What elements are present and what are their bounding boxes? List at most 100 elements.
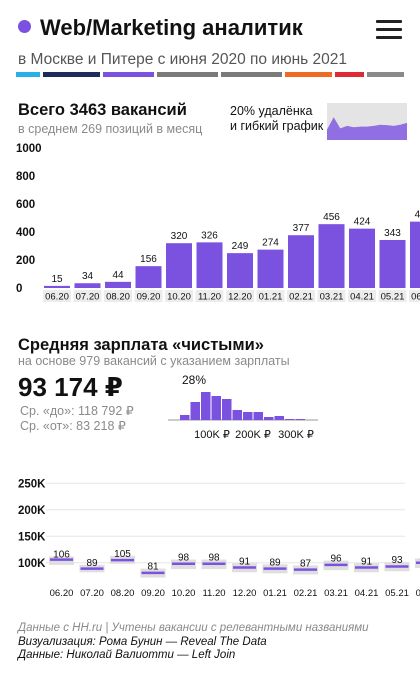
vacancies-subheading: в среднем 269 позиций в месяц [18,122,203,136]
x-tick-label: 01.21 [259,292,283,303]
salary-value-label: 91 [361,556,373,567]
bar-value-label: 320 [171,231,188,242]
histogram-bar [180,415,190,420]
histogram-tick-label: 200K ₽ [235,429,271,441]
x-tick-bg [317,290,346,302]
salary-value-label: 96 [330,554,342,565]
salary-value-label: 81 [147,562,159,573]
vacancies-bar [379,239,406,288]
salary-value-label: 93 [391,555,403,566]
salary-value-label: 105 [114,549,131,560]
average-salary: 93 174 ₽ [18,372,123,402]
y-tick-label: 0 [16,283,22,295]
x-tick-bg [43,290,71,302]
title-dot-icon [18,20,31,33]
salary-value-label: 98 [178,553,190,564]
y-tick-label: 150K [18,531,46,543]
y-tick-label: 600 [16,199,35,211]
x-tick-label: 03.21 [324,588,348,599]
x-tick-label: 06.21 [411,292,420,303]
x-tick-label: 07.20 [80,588,104,599]
salary-value-label: 106 [53,549,70,560]
sparkline-area [327,117,407,140]
x-tick-label: 01.21 [263,588,287,599]
vacancies-bar [74,283,101,288]
y-tick-label: 250K [18,478,46,490]
x-tick-label: 11.20 [202,588,225,599]
vacancies-chart: 1000 800 600 400 200 0 15 06.20 34 07.20 44 08.20 15… [16,143,420,303]
histogram-tick-label: 100K ₽ [194,429,230,441]
y-tick-label: 100K [18,558,46,570]
color-strip-segment [102,72,155,77]
vacancies-bar [288,235,314,288]
x-tick-label: 08.20 [111,588,135,599]
page-title-text: Web/Marketing аналитик [40,15,303,40]
x-tick-label: 02.21 [289,292,313,303]
bar-value-label: 343 [384,228,401,239]
color-strip-segment [43,72,100,77]
bar-value-label: 456 [323,212,340,223]
bar-value-label: 377 [293,223,310,234]
x-tick-label: 09.20 [137,292,161,303]
remote-share-line1: 20% удалёнка [230,104,313,118]
footer-data-credit: Данные: Николай Валиотти — Left Join [18,649,236,661]
salary-value-label: 91 [239,556,251,567]
x-tick-bg [256,290,285,302]
x-tick-label: 10.20 [172,588,196,599]
histogram-bar [211,396,221,420]
salary-value-label: 87 [300,558,312,569]
histogram-bar [232,410,242,420]
salary-value-label: 98 [208,553,220,564]
x-tick-label: 10.20 [167,292,191,303]
footer: Данные с HH.ru | Учтены вакансии с релев… [18,622,369,663]
x-tick-label: 06.20 [45,292,69,303]
y-tick-label: 200K [18,505,46,517]
y-tick-label: 400 [16,227,35,239]
bar-value-label: 474 [415,210,420,221]
x-tick-label: 05.21 [385,588,409,599]
x-tick-bg [73,290,102,302]
salary-upper-avg: Ср. «до»: 118 792 ₽ [20,404,134,418]
x-tick-bg [348,290,376,302]
x-tick-label: 02.21 [294,588,318,599]
color-strip [16,72,405,77]
vacancies-bar [166,243,192,288]
bar-value-label: 249 [232,241,249,252]
x-tick-label: 03.21 [320,292,344,303]
y-tick-label: 800 [16,171,35,183]
x-tick-label: 09.20 [141,588,165,599]
remote-share-label: 20% удалёнка и гибкий график [230,104,323,134]
salary-value-label: 89 [269,557,281,568]
x-tick-label: 04.21 [355,588,379,599]
x-tick-bg [104,290,132,302]
bar-value-label: 424 [354,217,371,228]
x-tick-bg [226,290,254,302]
footer-viz-credit: Визуализация: Рома Бунин — Reveal The Da… [18,635,267,648]
x-tick-bg [134,290,163,302]
vacancies-bar [318,224,345,288]
vacancies-bar [410,221,420,288]
histogram-tick-label: 300K ₽ [278,429,314,441]
bar-value-label: 34 [82,271,94,282]
histogram-bar [274,416,284,420]
hamburger-menu-icon[interactable] [376,20,402,40]
remote-share-line2: и гибкий график [230,119,324,133]
x-tick-bg [409,290,420,302]
color-strip-segment [284,72,332,77]
x-tick-label: 07.20 [76,292,100,303]
x-tick-label: 12.20 [233,588,257,599]
vacancies-bar [196,242,223,288]
histogram-bar [190,402,200,420]
vacancies-bar [105,281,131,288]
x-tick-label: 05.21 [381,292,405,303]
vacancies-bar [135,266,162,288]
color-strip-segment [157,72,218,77]
x-tick-bg [165,290,193,302]
color-strip-segment [366,72,405,77]
color-strip-segment [334,72,364,77]
page-subtitle: в Москве и Питере с июня 2020 по июнь 20… [18,51,348,68]
x-tick-label: 12.20 [228,292,252,303]
vacancies-heading: Всего 3463 вакансий [18,101,187,119]
histogram-bar [295,419,305,420]
salary-heading: Средняя зарплата «чистыми» [18,336,264,354]
